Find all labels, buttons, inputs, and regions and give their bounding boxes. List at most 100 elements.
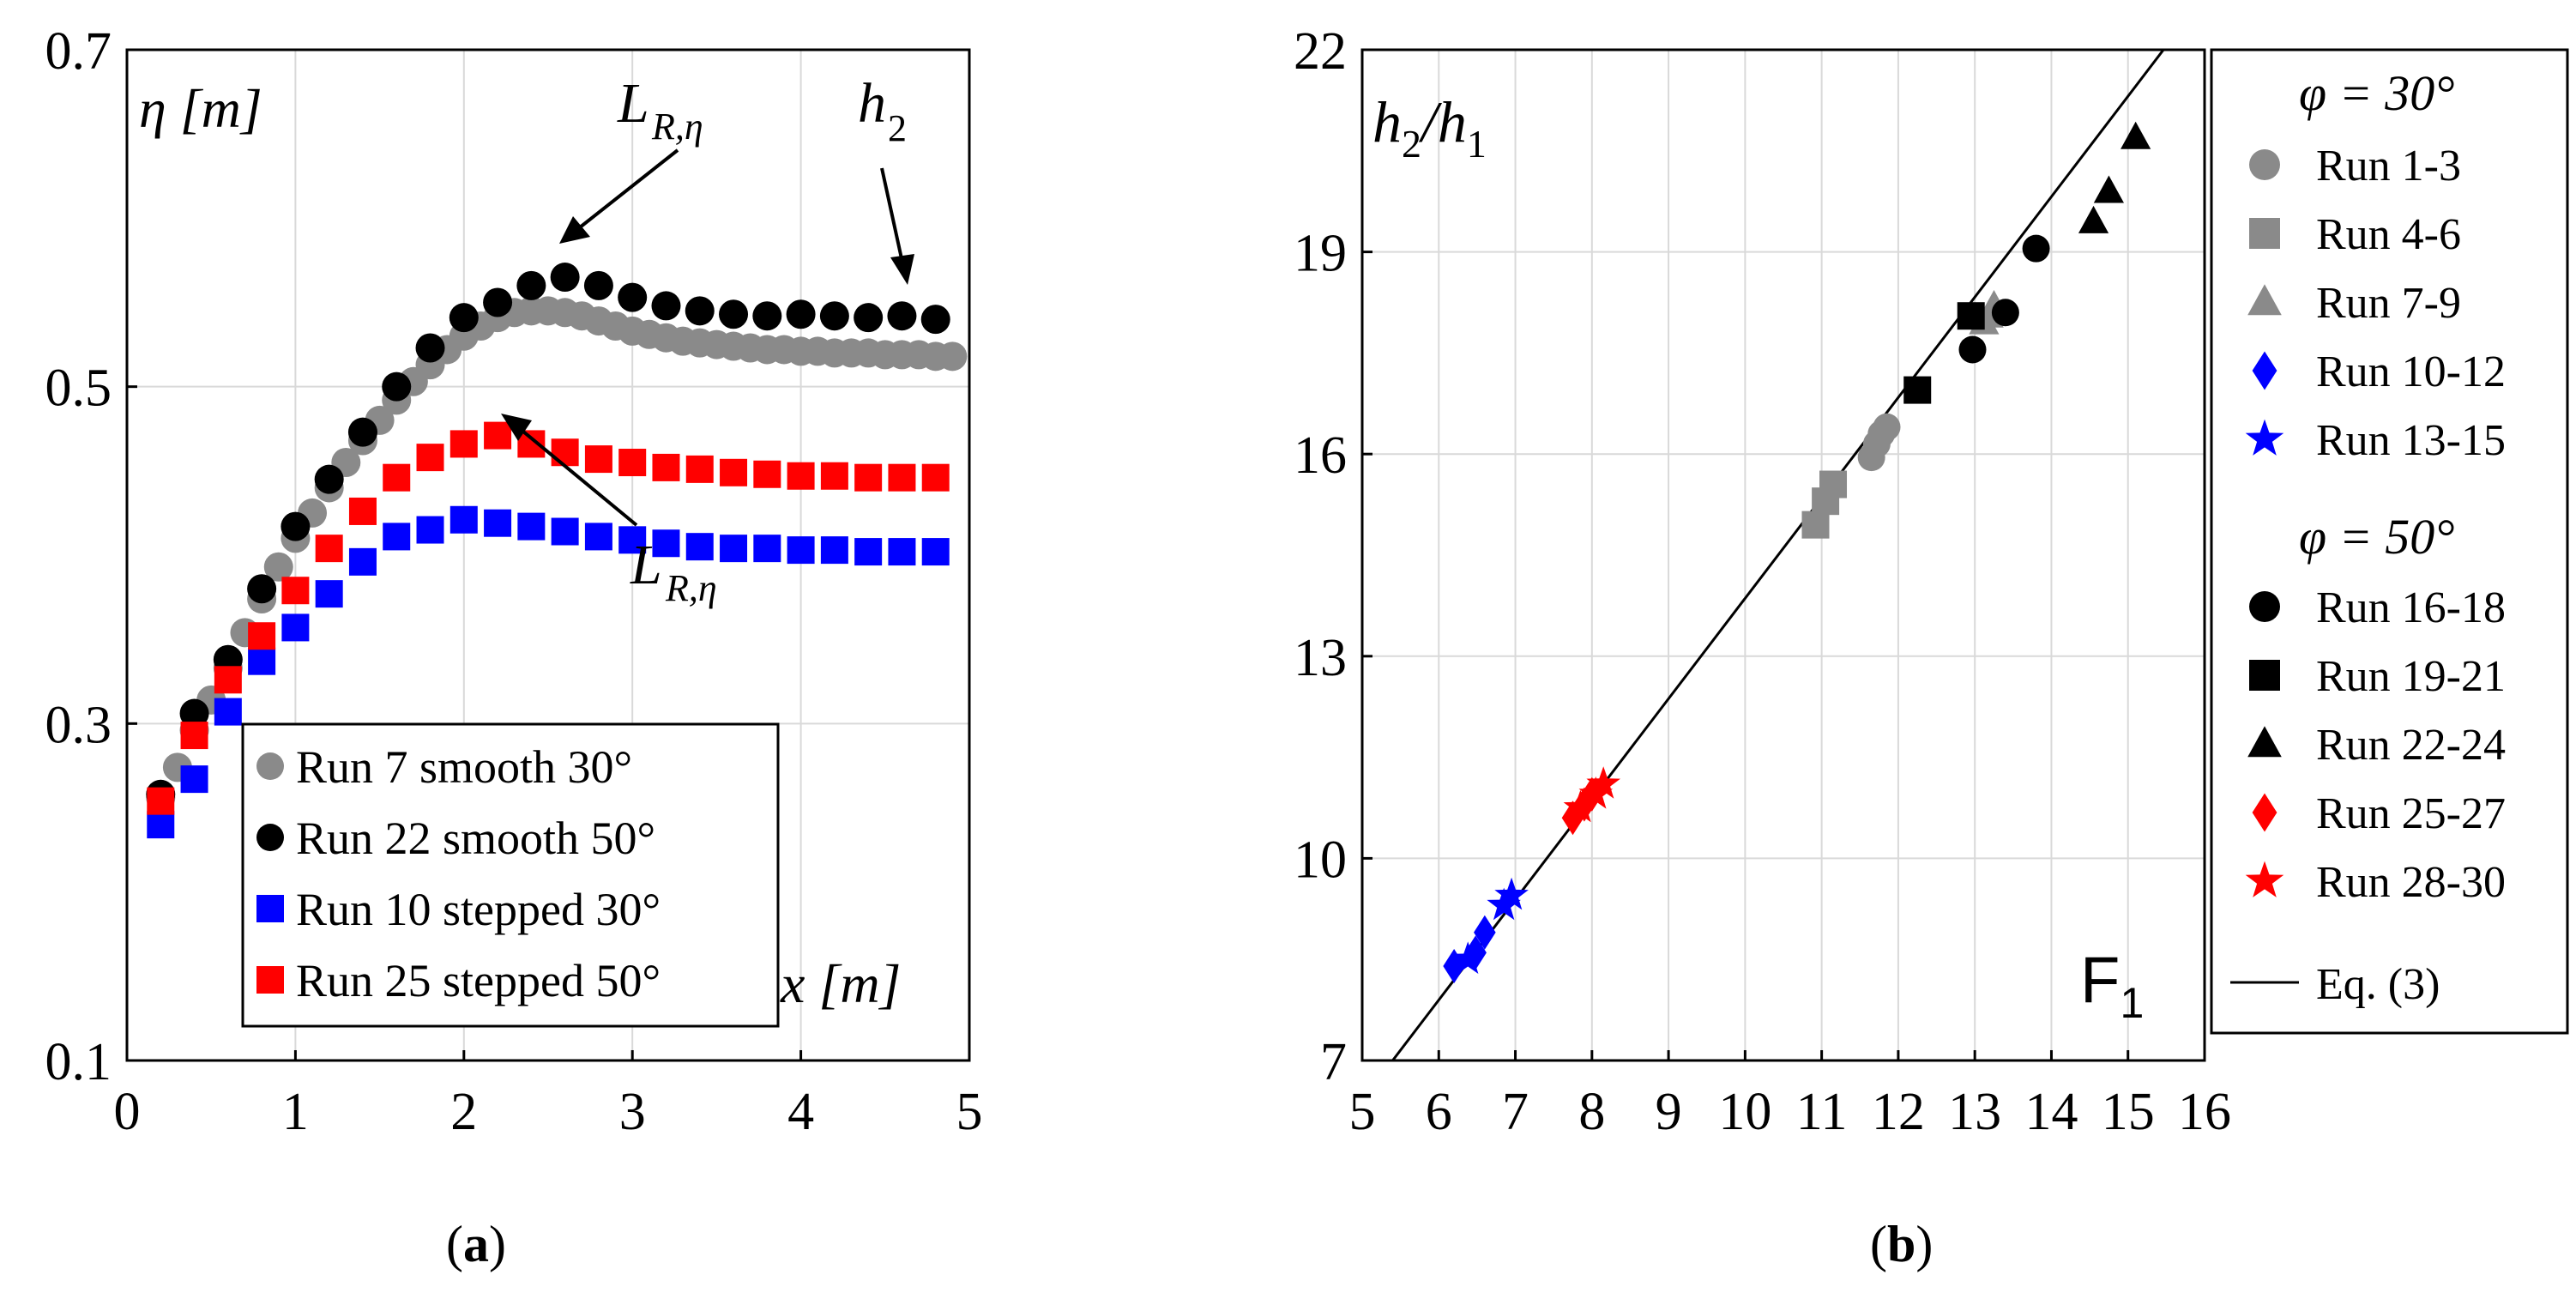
point-run-25-stepped-50 [214,666,242,694]
y-tick-label-b: 7 [1320,1033,1347,1091]
y-tick-label-b: 22 [1294,22,1347,81]
legend-b-marker-run-22-24 [2247,726,2282,758]
legend-a: Run 7 smooth 30° Run 22 smooth 50° Run 1… [241,722,780,1028]
panel-caption-a-letter: a [463,1216,489,1272]
point-run-22-smooth-50 [887,301,917,331]
legend-b-marker-run-25-27 [2252,793,2277,832]
point-run-22-smooth-50 [685,296,715,326]
legend-b-label-run-10-12: Run 10-12 [2316,347,2506,396]
x-tick-label-a: 5 [956,1083,983,1141]
point-run-22-smooth-50 [347,417,377,447]
legend-b-label-run-16-18: Run 16-18 [2316,583,2506,632]
legend-b-marker-run-28-30 [2245,861,2284,897]
x-tick-label-b: 11 [1796,1083,1848,1141]
y-tick-label-a: 0.7 [45,22,112,81]
x-tick-label-b: 8 [1578,1083,1605,1141]
annotation-lr-eta-bottom-main: L [630,534,662,596]
point-run-22-smooth-50 [179,698,209,728]
point-run-10-stepped-30 [753,535,781,563]
point-run-22-smooth-50 [415,333,445,363]
annotation-arrow-top [578,148,679,229]
annotation-lr-eta-top-main: L [617,72,649,135]
annotation-h2-main: h [858,72,886,135]
point-run-10-stepped-30 [787,536,815,565]
panel-a: 0.1 0.3 0.5 0.7 0 1 2 3 4 5 η [m] L R,η h 2 L R,… [45,22,983,1272]
legend-a-box [241,722,780,1028]
point-run-22-smooth-50 [583,270,613,300]
x-tick-label-b: 6 [1426,1083,1452,1141]
point-run-22-smooth-50 [247,574,277,604]
point-run-22-smooth-50 [483,287,513,317]
point-run-25-stepped-50 [584,445,612,474]
plot-frame-a [125,48,971,1062]
x-tick-label-b: 13 [1948,1083,2001,1141]
data-points-b [1443,121,2151,984]
x-tick-label-b: 9 [1656,1083,1682,1141]
point-run-10-stepped-30 [618,526,647,554]
point-run-22-smooth-50 [382,372,412,402]
legend-a-marker-run25 [256,966,284,994]
point-run-13-15 [1494,877,1529,910]
legend-a-marker-run7 [256,752,284,780]
y-tick-label-b: 13 [1294,629,1347,687]
point-run-25-stepped-50 [854,463,883,492]
legend-a-label-run25: Run 25 stepped 50° [296,955,661,1006]
annotation-arrow-h2 [880,167,904,263]
point-run-28-30 [1563,789,1598,823]
y-axis-title-a: η [m] [139,78,262,139]
point-run-25-stepped-50 [416,444,444,472]
y-axis-title-b-sub1: 2 [1402,122,1421,166]
x-tick-label-b: 14 [2024,1083,2078,1141]
x-ticks-b: 5 6 7 8 9 10 11 12 13 14 15 16 [1349,1050,2231,1141]
point-run-1-3 [1873,413,1901,441]
y-tick-label-b: 19 [1294,225,1347,283]
point-run-22-smooth-50 [819,301,849,331]
point-run-25-stepped-50 [720,458,748,486]
point-run-19-21 [1903,376,1932,404]
annotation-h2-sub: 2 [888,107,907,149]
x-tick-label-a: 2 [450,1083,477,1141]
legend-b-label-eq3: Eq. (3) [2316,960,2440,1009]
point-run-19-21 [1957,302,1985,330]
legend-b-group-30: φ = 30° [2299,65,2454,121]
point-run-22-24 [2121,121,2151,149]
point-run-10-stepped-30 [214,698,242,726]
legend-a-label-run7: Run 7 smooth 30° [296,741,632,793]
point-run-10-stepped-30 [854,538,883,566]
x-axis-title-b: F1 [2080,944,2144,1027]
x-axis-title-b-sub: 1 [2120,979,2144,1027]
x-tick-label-b: 7 [1502,1083,1529,1141]
x-axis-title-a: x [m] [780,953,901,1014]
point-run-10-stepped-30 [449,505,478,534]
point-run-25-stepped-50 [180,722,208,750]
point-run-10-stepped-30 [416,516,444,544]
point-run-10-stepped-30 [652,529,680,558]
point-run-22-24 [2078,205,2109,233]
x-tick-label-a: 0 [114,1083,141,1141]
annotation-lr-eta-bottom-sub: R,η [665,567,717,609]
point-run-4-6 [1819,470,1848,498]
legend-b-marker-run-19-21 [2249,660,2280,691]
legend-b-marker-run-13-15 [2245,419,2284,456]
x-tick-label-a: 4 [787,1083,814,1141]
point-run-22-smooth-50 [854,303,884,333]
point-run-10-stepped-30 [685,533,714,561]
point-run-10-stepped-30 [584,523,612,551]
panel-caption-b-letter: b [1887,1216,1915,1272]
point-run-25-stepped-50 [484,421,512,450]
point-run-25-stepped-50 [685,455,714,483]
legend-b-label-run-28-30: Run 28-30 [2316,858,2506,907]
point-run-25-stepped-50 [820,462,848,490]
point-run-10-12 [1474,915,1496,950]
point-run-25-stepped-50 [315,535,343,563]
annotation-lr-eta-top-sub: R,η [651,106,703,148]
annotation-arrowhead-top [559,216,590,244]
point-run-25-stepped-50 [618,449,647,477]
annotation-h2: h 2 [858,72,914,285]
legend-b-label-run-19-21: Run 19-21 [2316,652,2506,701]
point-run-25-stepped-50 [921,463,950,492]
legend-a-label-run10: Run 10 stepped 30° [296,884,661,935]
point-run-22-smooth-50 [516,270,546,300]
